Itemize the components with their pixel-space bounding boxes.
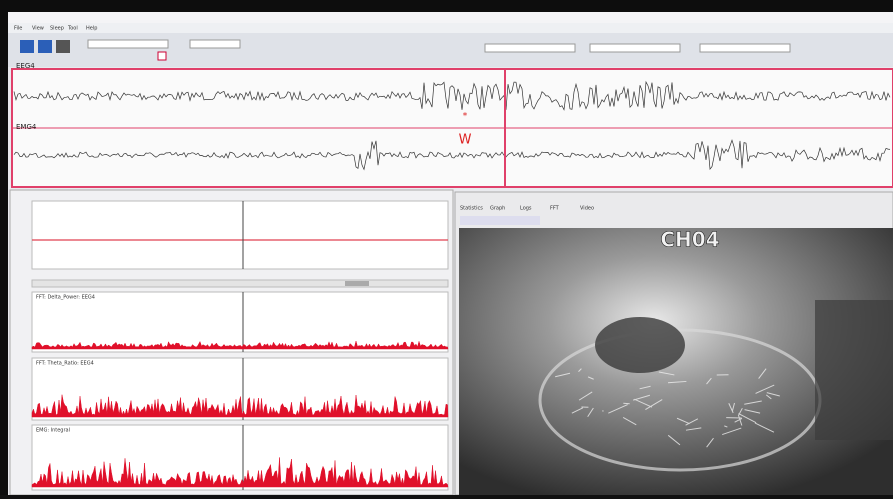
combo-box[interactable] [700, 44, 790, 52]
score-marker: * [463, 112, 468, 122]
scrollbar[interactable] [32, 280, 448, 287]
cage-object [815, 300, 893, 440]
combo-box[interactable] [190, 40, 240, 48]
panel-tab[interactable]: Video [580, 206, 594, 212]
combo-box[interactable] [590, 44, 680, 52]
panel-tab[interactable]: FFT [550, 206, 560, 212]
tool-icon[interactable] [20, 40, 34, 53]
plot-title: EMG: Integral [36, 428, 70, 434]
app-window: File View SleepTool Help EEG4 EMG4 * W FFT:… [0, 0, 893, 495]
panel-tab[interactable]: Statistics [460, 206, 483, 212]
plot-title: FFT: Delta_Power: EEG4 [36, 295, 95, 301]
score-label: W [459, 133, 472, 148]
tool-icon[interactable] [38, 40, 52, 53]
menu-item[interactable]: Sleep [50, 26, 64, 32]
trend-plot [32, 292, 448, 352]
video-toolbar [460, 216, 540, 225]
menu-item[interactable]: View [32, 26, 44, 32]
scroll-thumb[interactable] [345, 281, 369, 286]
tool-button[interactable] [158, 52, 166, 60]
video-overlay: CH04 [660, 228, 719, 252]
hypnogram-plot [32, 201, 448, 269]
menu-item[interactable]: Help [86, 26, 97, 32]
panel-tab[interactable]: Graph [490, 206, 505, 212]
menu-item[interactable]: File [14, 26, 22, 32]
animal [595, 317, 685, 373]
screen-photo: File View SleepTool Help EEG4 EMG4 * W FFT:… [0, 0, 893, 495]
tool-icon[interactable] [56, 40, 70, 53]
combo-box[interactable] [88, 40, 168, 48]
channel-label: EMG4 [16, 123, 37, 131]
title-bar [8, 12, 893, 23]
channel-label: EEG4 [16, 62, 35, 70]
panel-tab[interactable]: Logs [520, 206, 532, 212]
plot-title: FFT: Theta_Ratio: EEG4 [36, 361, 94, 367]
combo-box[interactable] [485, 44, 575, 52]
menu-bar [8, 23, 893, 33]
menu-item[interactable]: Tool [67, 26, 78, 32]
